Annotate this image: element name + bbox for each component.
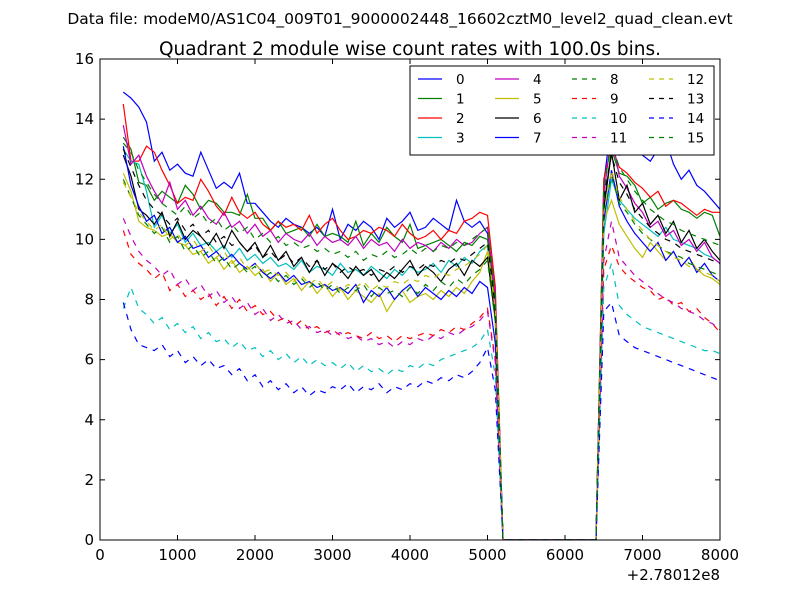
legend-label-5: 5 xyxy=(533,92,542,108)
x-tick-label: 5000 xyxy=(468,546,506,564)
axes-layer: 0 1000 2000 3000 4000 5000 6000 7000 80000246810… xyxy=(75,50,739,564)
legend-label-3: 3 xyxy=(456,131,465,147)
series-line-1 xyxy=(122,136,720,540)
x-tick-label: 6000 xyxy=(546,546,584,564)
chart-title: Quadrant 2 module wise count rates with … xyxy=(159,39,661,60)
series-line-8 xyxy=(122,176,720,540)
series-line-7 xyxy=(122,146,720,540)
legend-label-0: 0 xyxy=(456,72,465,88)
series-line-12 xyxy=(122,170,720,540)
x-tick-label: 1000 xyxy=(158,546,196,564)
legend-label-9: 9 xyxy=(610,92,619,108)
y-tick-label: 10 xyxy=(75,230,94,248)
y-tick-label: 8 xyxy=(84,291,94,309)
series-line-9 xyxy=(122,230,720,540)
legend-label-4: 4 xyxy=(533,72,542,88)
series-line-10 xyxy=(122,263,720,540)
series-layer xyxy=(122,91,720,540)
series-line-13 xyxy=(122,148,720,540)
series-line-5 xyxy=(122,172,720,540)
series-line-15 xyxy=(122,142,720,540)
legend-label-7: 7 xyxy=(533,131,542,147)
series-line-14 xyxy=(122,301,720,540)
legend-label-13: 13 xyxy=(687,92,704,108)
y-tick-label: 12 xyxy=(75,170,94,188)
series-line-3 xyxy=(122,148,720,540)
legend-label-15: 15 xyxy=(687,131,704,147)
x-tick-label: 0 xyxy=(95,546,105,564)
legend-label-8: 8 xyxy=(610,72,619,88)
x-tick-label: 2000 xyxy=(236,546,274,564)
series-line-2 xyxy=(122,104,720,540)
legend-box xyxy=(409,65,715,156)
x-offset-label: +2.78012e8 xyxy=(627,566,720,584)
legend-label-1: 1 xyxy=(456,92,465,108)
y-tick-label: 14 xyxy=(75,110,94,128)
series-line-0 xyxy=(122,91,720,540)
y-tick-label: 6 xyxy=(84,351,94,369)
x-tick-label: 4000 xyxy=(391,546,429,564)
legend-label-14: 14 xyxy=(687,111,704,127)
series-line-4 xyxy=(122,124,720,540)
legend-label-10: 10 xyxy=(610,111,627,127)
legend-label-6: 6 xyxy=(533,111,542,127)
x-tick-label: 7000 xyxy=(623,546,661,564)
y-tick-label: 16 xyxy=(75,50,94,68)
y-tick-label: 4 xyxy=(84,411,94,429)
series-line-6 xyxy=(122,152,720,540)
y-tick-label: 0 xyxy=(84,531,94,549)
x-tick-label: 3000 xyxy=(313,546,351,564)
legend-label-11: 11 xyxy=(610,131,627,147)
legend-label-2: 2 xyxy=(456,111,465,127)
series-line-11 xyxy=(122,218,720,540)
y-tick-label: 2 xyxy=(84,471,94,489)
x-tick-label: 8000 xyxy=(701,546,739,564)
chart-suptitle: Data file: modeM0/AS1C04_009T01_90000024… xyxy=(67,10,732,29)
legend-label-12: 12 xyxy=(687,72,704,88)
